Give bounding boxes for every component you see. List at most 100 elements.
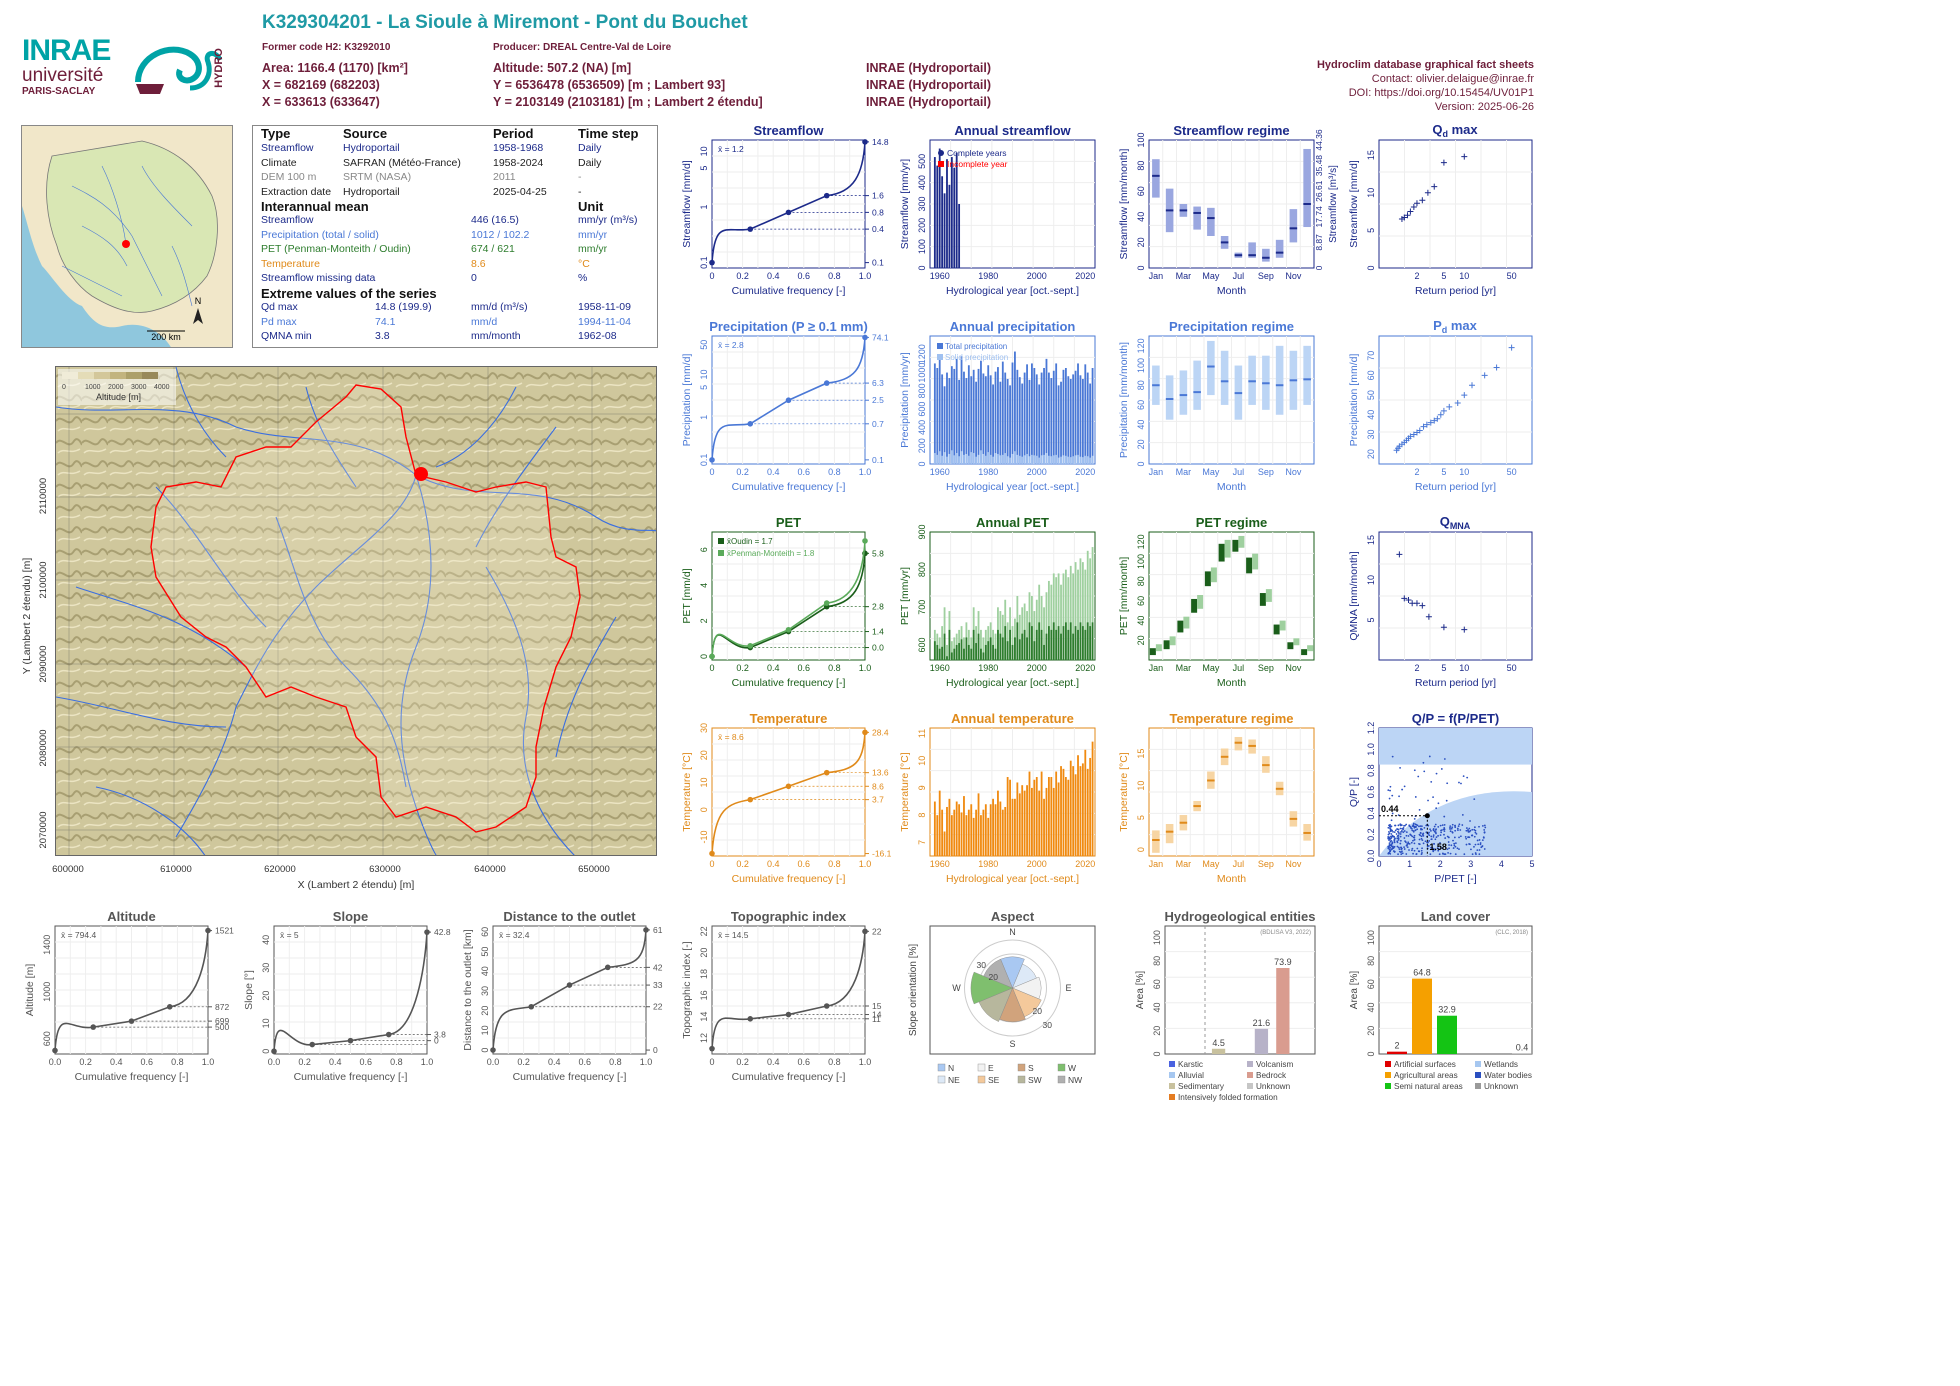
legend-label: Artificial surfaces <box>1394 1060 1456 1069</box>
chart-pd_max: 2 5 10 50 20 30 40 50 60 70 Return period [yr] Prec… <box>1348 335 1533 493</box>
info-mean-value: 0 <box>471 272 477 284</box>
x-tick: May <box>1202 663 1220 673</box>
annual-bar-solid <box>1045 453 1048 464</box>
rp-point <box>1493 364 1500 371</box>
legend-label: Volcanism <box>1256 1060 1293 1069</box>
right-tick: 5.8 <box>872 548 884 558</box>
regime-box <box>1191 598 1198 613</box>
annual-bar-total <box>1035 374 1038 464</box>
annual-bar-solid <box>948 453 951 464</box>
qp-point <box>1445 799 1448 802</box>
annual-bar <box>1086 768 1089 856</box>
fdc-curve <box>492 929 647 1051</box>
map-y-tick: 2090000 <box>38 646 49 683</box>
annual-bar <box>1077 755 1079 856</box>
qp-point <box>1439 845 1442 848</box>
annual-bar-solid <box>963 454 965 464</box>
regime-box <box>1155 644 1162 652</box>
annual-bar <box>1021 785 1024 856</box>
qp-point <box>1388 842 1391 845</box>
y-axis-label: Altitude [m] <box>24 964 36 1017</box>
x-tick: 1 <box>1407 859 1412 869</box>
chart-altitude_cdf: Altitude 0.0 0.2 0.4 0.6 0.8 1.0 600 1000 1400 Cum… <box>24 909 234 1083</box>
x-tick: 1.0 <box>859 271 872 281</box>
x-tick: 0.6 <box>798 663 811 673</box>
qp-point <box>1437 849 1440 852</box>
x-tick: 2020 <box>1075 271 1095 281</box>
qp-point <box>1405 844 1408 847</box>
qp-point <box>1427 799 1429 802</box>
annual-bar-oudin <box>1060 633 1062 660</box>
info-extreme-label: QMNA min <box>261 330 312 342</box>
y-tick: 100 <box>1136 132 1146 147</box>
x-tick: Sep <box>1258 467 1274 477</box>
annual-bar-pm <box>1077 569 1079 660</box>
map-x-tick: 630000 <box>369 864 401 875</box>
budyko-zone <box>1379 791 1532 856</box>
chart-annual_pet: Annual PET 1960 1980 2000 2020 600 700 800 900 Hy… <box>899 515 1096 689</box>
annual-bar-solid <box>1031 454 1033 464</box>
annual-bar-pm <box>982 637 985 660</box>
plot-frame <box>1164 925 1316 1055</box>
annual-bar-pm <box>1074 562 1077 660</box>
qp-point <box>1457 829 1459 831</box>
annual-bar-solid <box>1001 454 1004 464</box>
x-tick: 0.2 <box>736 1057 749 1067</box>
annual-bar-pm <box>1057 573 1060 660</box>
y-tick: 9 <box>917 785 927 790</box>
annual-bar-oudin <box>972 629 975 660</box>
x-tick: Sep <box>1258 663 1274 673</box>
right-tick: 0.8 <box>872 207 884 217</box>
legend-swatch <box>1169 1072 1175 1078</box>
qp-point <box>1417 850 1420 853</box>
annual-bar <box>1089 757 1092 856</box>
qp-point <box>1398 832 1400 835</box>
qp-point <box>1444 853 1447 856</box>
qp-point <box>1397 824 1400 827</box>
qp-point <box>1471 853 1474 856</box>
annual-bar-solid <box>1016 454 1019 464</box>
x-axis-label: P/PET [-] <box>1434 873 1476 885</box>
chart-title: Land cover <box>1421 909 1490 924</box>
qp-point <box>1389 852 1392 855</box>
qp-point <box>1397 831 1400 834</box>
qp-point <box>1401 852 1404 855</box>
fdc-curve <box>711 732 866 854</box>
annual-bar <box>938 148 941 268</box>
rp-point <box>1437 411 1444 418</box>
contact-link[interactable]: Contact: olivier.delaigue@inrae.fr <box>1371 73 1534 85</box>
qp-point <box>1418 825 1420 828</box>
qp-point <box>1391 755 1394 758</box>
annual-bar <box>950 815 953 856</box>
annual-bar <box>1016 782 1019 856</box>
x-tick: Mar <box>1176 859 1192 869</box>
chart-annual_streamflow: Annual streamflow 1960 1980 2000 2020 0 100 200… <box>899 123 1096 297</box>
annual-bar-total <box>953 368 956 464</box>
chart-title: Distance to the outlet <box>503 909 636 924</box>
legend-label: Semi natural areas <box>1394 1082 1463 1091</box>
x-tick: 0.2 <box>517 1057 530 1067</box>
qp-point <box>1461 824 1464 826</box>
annual-bar-pm <box>1089 558 1092 660</box>
qp-point <box>1411 847 1414 850</box>
regime-box <box>1259 593 1266 606</box>
qp-point <box>1479 842 1482 844</box>
x-axis-label: Cumulative frequency [-] <box>732 873 846 885</box>
annual-bar-total <box>999 381 1002 464</box>
annual-bar <box>958 204 961 268</box>
annual-bar <box>1057 782 1060 856</box>
direction-label: S <box>1009 1039 1015 1049</box>
doi-link[interactable]: DOI: https://doi.org/10.15454/UV01P1 <box>1348 87 1534 99</box>
rp-point <box>1434 415 1441 422</box>
annual-bar-total <box>936 368 939 464</box>
rp-point <box>1461 153 1468 160</box>
annual-bar-solid <box>975 456 978 464</box>
y-tick: 200 <box>917 438 927 453</box>
info-header-mean: Interannual mean <box>261 199 369 214</box>
regime-box <box>1279 620 1286 631</box>
annual-bar-oudin <box>936 644 939 660</box>
right-tick: 0.1 <box>872 258 884 268</box>
annual-bar-solid <box>972 453 975 464</box>
y-tick: 1000 <box>42 982 52 1002</box>
annual-bar-pm <box>1043 607 1045 660</box>
